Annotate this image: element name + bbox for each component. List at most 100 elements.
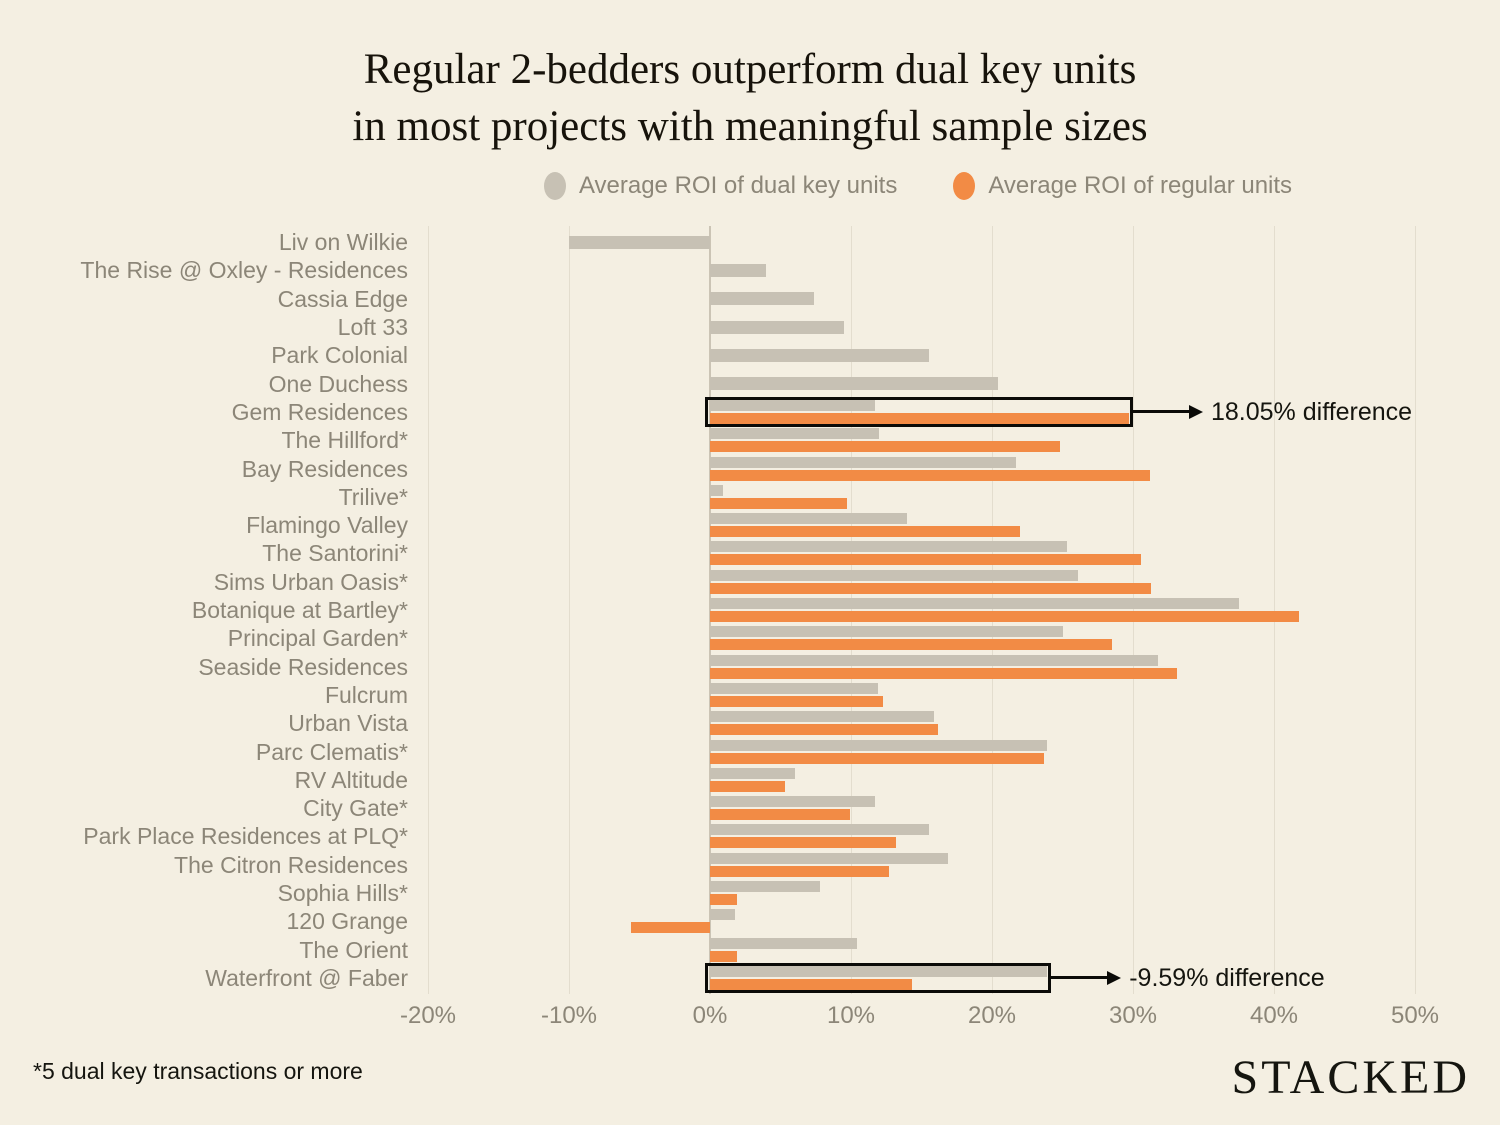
category-label: Cassia Edge: [277, 285, 408, 312]
category-label: Gem Residences: [231, 398, 408, 425]
bar-dual-key: [710, 377, 998, 391]
annotation-arrowhead-icon: [1107, 970, 1122, 985]
category-label: The Hillford*: [281, 427, 408, 454]
bar-regular: [710, 611, 1300, 623]
annotation-text: -9.59% difference: [1129, 963, 1325, 992]
legend-item-regular: Average ROI of regular units: [953, 172, 1292, 200]
bar-regular: [710, 469, 1150, 481]
chart-title: Regular 2-bedders outperform dual key un…: [0, 42, 1500, 156]
category-label: Urban Vista: [288, 710, 408, 737]
bar-dual-key: [710, 881, 820, 893]
bar-regular: [710, 554, 1142, 566]
bar-dual-key: [710, 739, 1047, 751]
bar-dual-key: [569, 235, 710, 249]
bar-regular: [710, 724, 939, 736]
category-label: The Rise @ Oxley - Residences: [80, 257, 408, 284]
category-label: Loft 33: [337, 314, 408, 341]
bar-dual-key: [710, 937, 857, 949]
x-tick-label: -10%: [540, 1002, 598, 1029]
category-label: Bay Residences: [241, 455, 408, 482]
bar-dual-key: [710, 348, 929, 362]
bar-regular: [710, 865, 890, 877]
bar-dual-key: [710, 399, 875, 411]
annotation-arrow: [1133, 410, 1189, 414]
gridline: [1414, 226, 1416, 994]
category-label: Sims Urban Oasis*: [213, 568, 408, 595]
category-label: RV Altitude: [294, 766, 408, 793]
category-label: The Citron Residences: [174, 851, 408, 878]
bar-dual-key: [710, 711, 935, 723]
bar-dual-key: [710, 796, 875, 808]
zero-axis-line: [709, 226, 711, 994]
x-tick-label: -20%: [399, 1002, 457, 1029]
category-label: 120 Grange: [286, 908, 408, 935]
bar-dual-key: [710, 541, 1067, 553]
annotation-text: 18.05% difference: [1211, 397, 1413, 426]
x-tick-label: 0%: [692, 1002, 728, 1029]
bar-dual-key: [710, 852, 949, 864]
x-tick-label: 50%: [1390, 1002, 1440, 1029]
x-tick-label: 30%: [1108, 1002, 1158, 1029]
category-label: Trilive*: [338, 483, 408, 510]
category-label: Park Place Residences at PLQ*: [83, 823, 408, 850]
legend: Average ROI of dual key units Average RO…: [336, 172, 1500, 200]
bar-regular: [710, 526, 1021, 538]
bar-regular: [710, 809, 850, 821]
bar-dual-key: [710, 569, 1078, 581]
category-label: Liv on Wilkie: [278, 229, 408, 256]
annotation-box: [705, 396, 1133, 427]
category-label: Principal Garden*: [227, 625, 408, 652]
bar-regular: [710, 894, 737, 906]
bar-dual-key: [710, 965, 1047, 977]
bar-regular: [710, 950, 737, 962]
bar-dual-key: [710, 456, 1016, 468]
bar-regular: [710, 412, 1130, 424]
bar-dual-key: [710, 513, 908, 525]
category-label: Seaside Residences: [198, 653, 408, 680]
category-label: Botanique at Bartley*: [191, 597, 408, 624]
bar-regular: [710, 752, 1045, 764]
category-label: Flamingo Valley: [246, 512, 408, 539]
gridline: [1132, 226, 1134, 994]
gridline: [991, 226, 993, 994]
bar-dual-key: [710, 824, 929, 836]
bar-dual-key: [710, 654, 1159, 666]
x-tick-label: 40%: [1249, 1002, 1299, 1029]
x-tick-label: 10%: [826, 1002, 876, 1029]
bar-regular: [710, 639, 1112, 651]
annotation-box: [705, 962, 1052, 993]
bar-dual-key: [710, 598, 1239, 610]
bar-regular: [710, 441, 1060, 453]
bar-dual-key: [710, 263, 767, 277]
bar-dual-key: [710, 767, 795, 779]
legend-dot-regular-icon: [953, 172, 976, 200]
bar-dual-key: [710, 909, 736, 921]
bar-dual-key: [710, 484, 723, 496]
category-label: Park Colonial: [271, 342, 408, 369]
gridline: [850, 226, 852, 994]
category-label: City Gate*: [303, 795, 408, 822]
category-label: One Duchess: [268, 370, 408, 397]
bar-regular: [710, 582, 1152, 594]
legend-item-dual: Average ROI of dual key units: [543, 172, 897, 200]
bar-regular: [710, 695, 884, 707]
category-label: Sophia Hills*: [277, 880, 408, 907]
bar-regular: [710, 497, 847, 509]
bar-dual-key: [710, 626, 1063, 638]
bar-dual-key: [710, 320, 844, 334]
gridline: [427, 226, 429, 994]
footnote: *5 dual key transactions or more: [33, 1058, 363, 1084]
category-label: Waterfront @ Faber: [205, 964, 408, 991]
bar-dual-key: [710, 428, 880, 440]
category-label: The Orient: [299, 936, 408, 963]
bar-dual-key: [710, 682, 878, 694]
bar-regular: [710, 978, 912, 990]
category-label: The Santorini*: [262, 540, 408, 567]
stacked-logo: STACKED: [1231, 1051, 1470, 1104]
legend-dot-dual-icon: [543, 172, 566, 200]
gridline: [568, 226, 570, 994]
bar-regular: [710, 780, 785, 792]
annotation-arrow: [1051, 976, 1108, 980]
chart-title-line2: in most projects with meaningful sample …: [352, 102, 1148, 150]
